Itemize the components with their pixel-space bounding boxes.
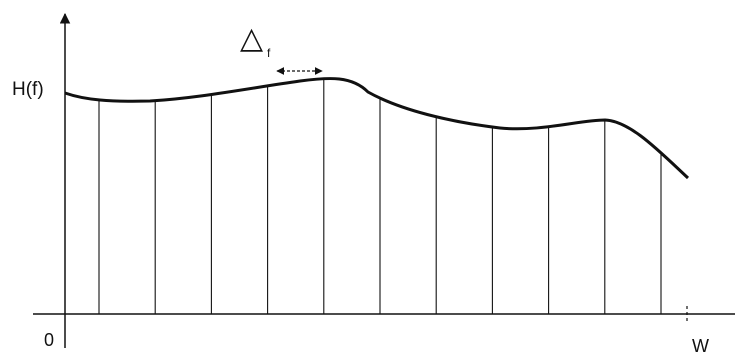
sample-lines xyxy=(98,78,662,314)
x-end-label: W xyxy=(692,336,709,354)
delta-subscript: f xyxy=(267,46,271,60)
y-axis-label: H(f) xyxy=(12,79,44,100)
response-curve xyxy=(64,77,690,180)
x-origin-label: 0 xyxy=(44,330,54,350)
delta-symbol: △ xyxy=(240,22,263,55)
